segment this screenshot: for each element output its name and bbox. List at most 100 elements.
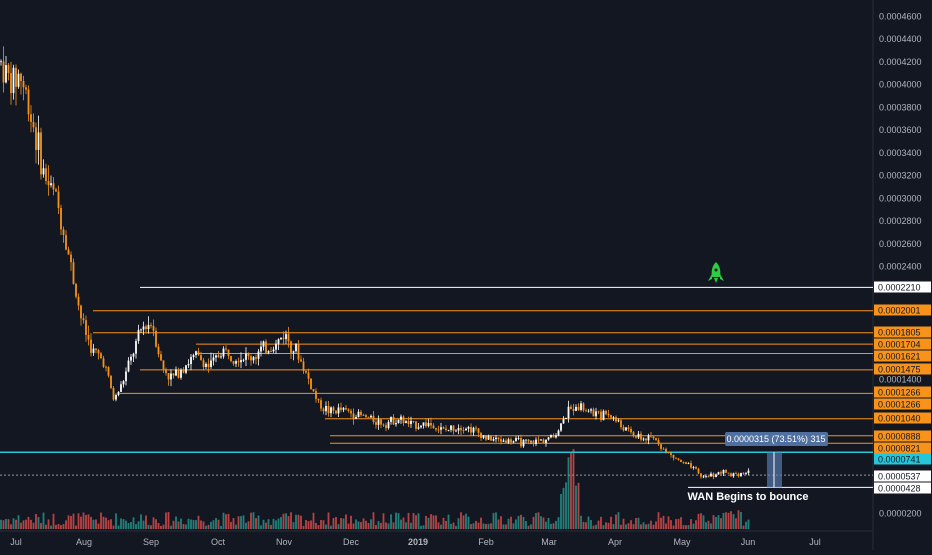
candle-body [727,472,730,474]
time-axis[interactable]: Jul Aug Sep Oct Nov Dec 2019 Feb Mar Apr May Jun Jul [10,537,821,547]
level-price-tag[interactable] [874,412,931,424]
candle-body [617,420,620,422]
level-price-tag[interactable] [874,453,931,465]
candle-body [500,439,502,442]
volume-bar [550,523,552,529]
candle-body [292,351,295,353]
price-tick-label: 0.0000200 [879,509,922,519]
candle-body [400,416,402,420]
candle-body [27,89,30,115]
volume-bar [492,512,495,529]
candle-body [697,468,700,474]
candle-body [720,472,722,474]
volume-bar [220,525,222,529]
volume-bar [200,520,202,529]
candle-body [355,417,357,419]
volume-bar [447,514,450,529]
volume-bar [522,517,525,529]
volume-bar [105,517,107,529]
volume-bar [260,525,262,529]
candle-body [125,371,127,382]
level-price-tag[interactable] [874,304,931,316]
volume-bar [275,520,277,529]
level-price-tag[interactable] [874,338,931,350]
candle-body [637,433,640,438]
candle-body [55,189,57,192]
volume-bar [42,512,45,529]
volume-bar [555,520,557,529]
volume-bar [697,513,700,529]
candle-body [560,423,562,431]
candle-body [22,80,25,88]
volume-bar [232,518,235,529]
candle-body [675,457,677,459]
volume-bar [545,521,547,529]
level-price-tag[interactable] [874,386,931,398]
volume-bar [682,525,685,529]
candle-body [327,405,330,414]
candle-body [700,473,702,477]
candle-body [522,439,525,447]
volume-bar [217,519,220,529]
candle-body [567,406,570,419]
candle-body [532,440,535,445]
level-price-tag[interactable] [874,281,931,293]
level-price-tag[interactable] [874,326,931,338]
level-price-tag[interactable] [874,482,931,494]
price-tick-label: 0.0003400 [879,148,922,158]
candle-body [195,351,197,355]
level-price-tag[interactable] [874,350,931,362]
volume-bar [30,519,32,529]
volume-bar [392,522,395,529]
candle-body [392,416,395,425]
volume-bar [412,513,415,529]
candle-body [420,425,422,428]
time-tick-label: Nov [276,537,293,547]
candle-body [320,400,322,409]
volume-bar [132,517,135,529]
volume-bar [157,522,160,529]
volume-bar [255,518,257,529]
volume-bar [147,524,150,529]
candle-body [687,463,690,465]
volume-bar [552,523,555,529]
price-axis[interactable]: 0.0004600 0.0004400 0.0004200 0.0004000 0.00… [874,12,931,519]
candle-body [610,415,612,418]
candle-body [660,444,662,449]
candle-body [52,183,55,190]
volume-bar [577,482,580,529]
level-price-tag[interactable] [874,363,931,375]
level-price-tag[interactable] [874,442,931,454]
level-price-tag[interactable] [874,470,931,482]
volume-bar [335,517,337,529]
volume-bar [120,518,122,529]
candle-body [0,61,2,63]
volume-bar [155,519,157,529]
candle-body [40,132,42,175]
candle-body [345,407,347,410]
candle-body [545,439,547,443]
candle-body [497,437,500,440]
candle-body [510,439,512,443]
candle-body [92,348,95,353]
candle-body [97,350,100,354]
volume-bar [82,512,85,529]
candle-body [717,472,720,475]
volume-bar [595,524,597,529]
candle-body [375,422,377,425]
volume-bar [50,525,52,529]
volume-bar [657,512,660,529]
volume-bar [415,515,417,529]
level-price-tag[interactable] [874,430,931,442]
candle-body [305,370,307,373]
candle-body [82,318,85,321]
level-price-tag[interactable] [874,398,931,410]
volume-bar [535,513,537,529]
candle-body [622,427,625,431]
volume-bar [580,515,582,529]
measurement-tool[interactable]: 0.0000315 (73.51%) 315 [725,432,828,488]
candle-body [647,435,650,441]
candle-body [270,351,272,352]
